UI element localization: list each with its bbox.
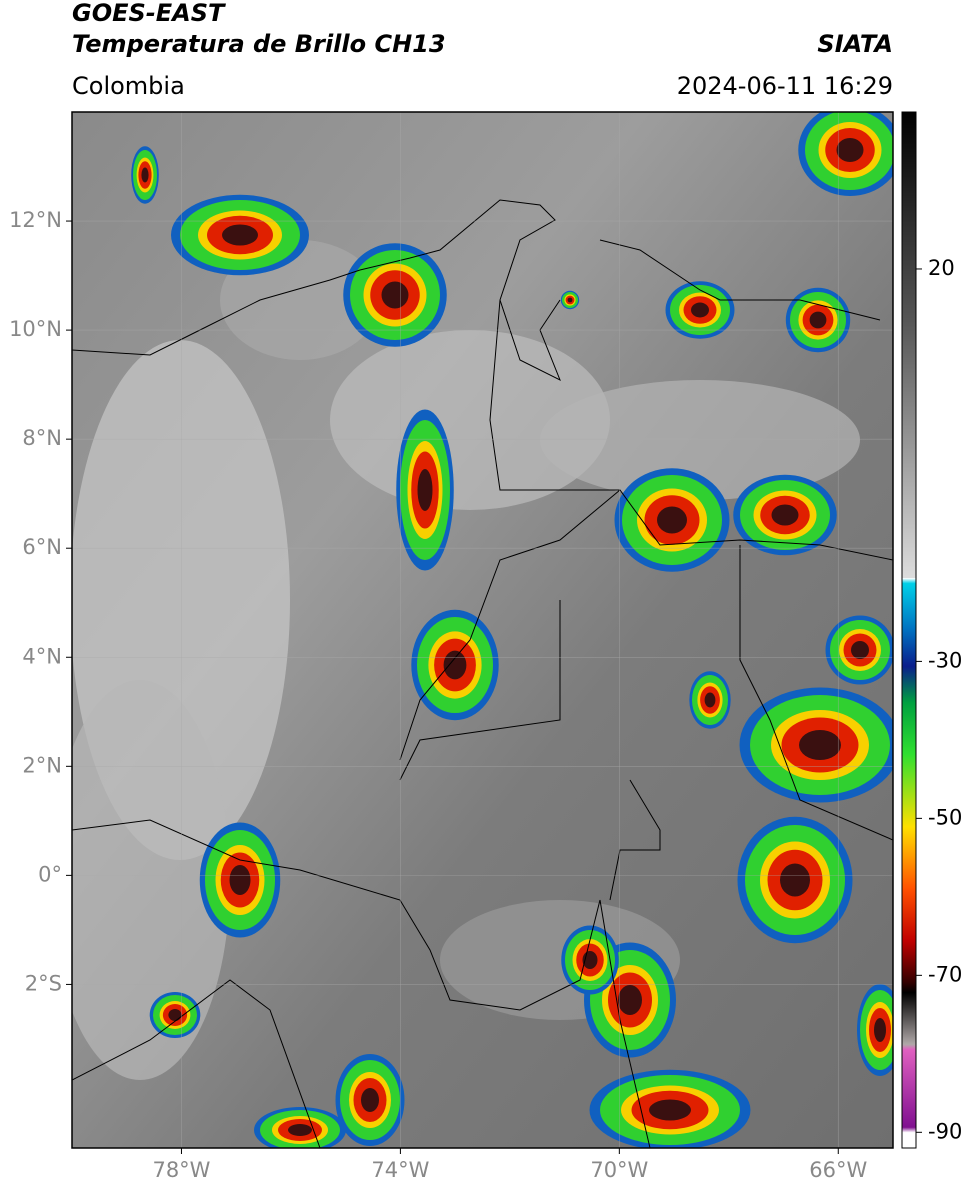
y-tick-label: 8°N xyxy=(22,426,62,450)
x-tick-label: 70°W xyxy=(590,1158,648,1182)
border xyxy=(72,199,561,382)
border xyxy=(599,899,651,1148)
cell xyxy=(288,1124,312,1136)
y-tick-label: 12°N xyxy=(9,208,62,232)
cloud xyxy=(72,680,230,1080)
cell xyxy=(443,650,467,680)
x-tick-label: 74°W xyxy=(371,1158,429,1182)
y-tick-label: 10°N xyxy=(9,317,62,341)
cell xyxy=(618,985,642,1015)
cell xyxy=(657,506,687,534)
x-tick-label: 66°W xyxy=(809,1158,867,1182)
colorbar xyxy=(901,111,917,1149)
cell xyxy=(799,730,841,760)
border xyxy=(609,779,661,901)
cell xyxy=(141,167,149,183)
border xyxy=(599,239,881,321)
border xyxy=(399,600,561,781)
colorbar-tick-label: -30 xyxy=(928,648,962,672)
agency: SIATA xyxy=(817,30,893,58)
y-tick-label: 2°S xyxy=(25,971,62,995)
cloud xyxy=(540,380,860,500)
cell xyxy=(691,302,709,318)
y-tick-label: 4°N xyxy=(22,644,62,668)
cell xyxy=(809,311,827,329)
cell xyxy=(229,865,251,895)
cell xyxy=(851,641,869,659)
subtitle: Temperatura de Brillo CH13 xyxy=(72,30,446,58)
colorbar-tick-label: -70 xyxy=(928,962,962,986)
border xyxy=(739,545,893,841)
map-image xyxy=(72,112,893,1148)
border xyxy=(399,489,621,761)
y-tick-label: 0° xyxy=(38,862,62,886)
map-frame xyxy=(71,111,894,1149)
colorbar-tick-label: -90 xyxy=(928,1119,962,1143)
colorbar-tick-label: 20 xyxy=(928,256,955,280)
x-tick-label: 78°W xyxy=(152,1158,210,1182)
cell xyxy=(361,1088,379,1112)
border xyxy=(72,819,601,1011)
cell xyxy=(417,469,433,511)
y-tick-label: 2°N xyxy=(22,753,62,777)
cell xyxy=(771,504,799,526)
border xyxy=(72,979,321,1148)
cell xyxy=(874,1018,886,1042)
cell xyxy=(780,863,810,897)
cell xyxy=(168,1009,182,1021)
title: GOES-EAST xyxy=(72,0,226,27)
colorbar-tick-label: -50 xyxy=(928,805,962,829)
y-tick-label: 6°N xyxy=(22,535,62,559)
cell xyxy=(704,692,716,708)
datetime: 2024-06-11 16:29 xyxy=(677,72,893,100)
region: Colombia xyxy=(72,72,185,100)
cell xyxy=(222,224,258,246)
cell xyxy=(836,138,864,162)
cell xyxy=(649,1099,691,1121)
cell xyxy=(567,297,573,303)
cell xyxy=(381,281,409,309)
border xyxy=(489,299,893,561)
